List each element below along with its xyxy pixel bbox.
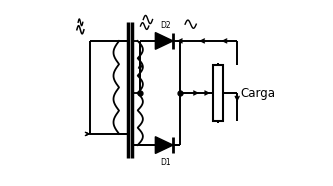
Text: D2: D2 [160,21,170,30]
FancyBboxPatch shape [212,65,223,121]
Polygon shape [155,137,173,153]
Text: D1: D1 [160,158,170,167]
Text: Carga: Carga [240,86,275,100]
Polygon shape [155,33,173,49]
